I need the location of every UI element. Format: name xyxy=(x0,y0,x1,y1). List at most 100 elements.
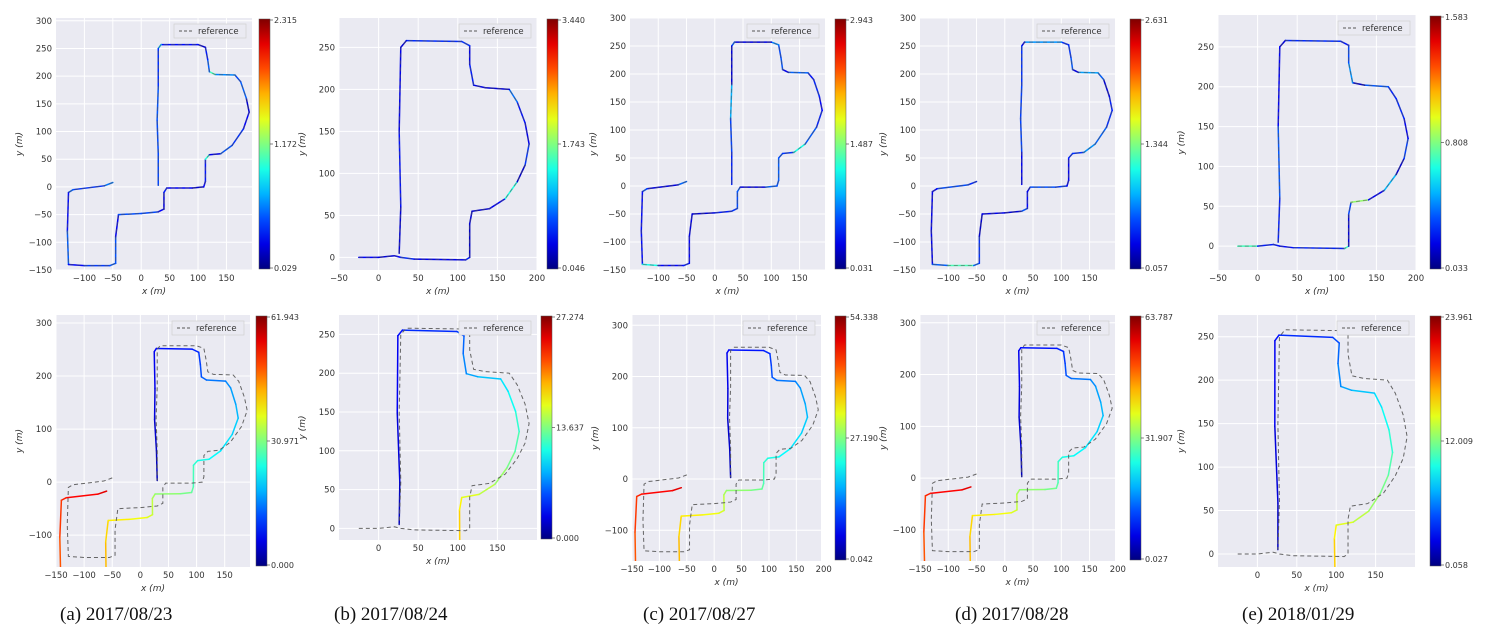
trajectory-segment xyxy=(179,491,193,495)
x-tick-label: 50 xyxy=(413,544,424,554)
colorbar-label: 61.943 xyxy=(271,313,299,322)
x-axis-label: x (m) xyxy=(140,584,165,594)
trajectory-segment xyxy=(718,509,725,514)
x-tick-label: −50 xyxy=(678,565,696,575)
chart-e-top: −50 0 50 100 150 200 0 50 100 150 200 250 x (m) y (m)… xyxy=(1177,13,1468,297)
colorbar xyxy=(1129,18,1142,270)
colorbar-label: 2.631 xyxy=(1145,16,1168,25)
y-tick-label: 100 xyxy=(36,425,52,435)
plot-background xyxy=(56,18,252,270)
x-axis-label: x (m) xyxy=(715,287,740,297)
legend-box xyxy=(1336,320,1410,336)
x-axis-label: x (m) xyxy=(714,578,739,588)
y-tick-label: 150 xyxy=(319,408,335,418)
x-axis-label: x (m) xyxy=(425,287,450,297)
x-tick-label: 150 xyxy=(788,565,804,575)
plot-background xyxy=(920,18,1115,270)
y-tick-label: 250 xyxy=(319,43,335,53)
trajectory-segment xyxy=(396,335,399,414)
trajectory-segment xyxy=(1340,385,1353,392)
colorbar-label: 0.033 xyxy=(1445,264,1468,273)
trajectory-segment xyxy=(726,352,729,390)
y-axis-label: y (m) xyxy=(589,132,599,157)
trajectory-segment xyxy=(1064,362,1067,377)
trajectory-group xyxy=(923,344,1113,561)
colorbar-label: 31.907 xyxy=(1145,434,1173,443)
y-tick-label: −50 xyxy=(34,211,52,221)
legend-label: reference xyxy=(483,324,524,334)
trajectory-segment xyxy=(776,379,797,383)
chart-b-top: −50 0 50 100 150 200 0 50 100 150 200 250 x (m) y (m)… xyxy=(298,16,585,297)
x-tick-label: 100 xyxy=(188,571,204,581)
x-tick-label: 200 xyxy=(1110,565,1126,575)
plot-background xyxy=(1218,315,1415,567)
trajectory-segment xyxy=(1335,521,1354,526)
plot-background xyxy=(339,18,537,270)
legend-label: reference xyxy=(196,324,237,334)
trajectory-segment xyxy=(478,483,496,496)
trajectory-segment xyxy=(208,450,222,460)
x-tick-label: 150 xyxy=(489,544,505,554)
reference-line xyxy=(66,345,248,558)
trajectory-segment xyxy=(460,493,480,499)
colorbar-label: 0.027 xyxy=(1145,555,1168,564)
x-tick-label: 50 xyxy=(738,274,749,284)
x-tick-label: 50 xyxy=(736,565,747,575)
trajectory-segment xyxy=(1352,510,1370,523)
x-tick-label: 100 xyxy=(450,274,466,284)
trajectory-segment xyxy=(196,458,210,462)
trajectory-segment xyxy=(397,329,404,337)
trajectory-segment xyxy=(146,513,154,519)
x-tick-label: 50 xyxy=(1291,571,1302,581)
x-tick-label: −50 xyxy=(104,274,122,284)
y-tick-label: −100 xyxy=(605,526,628,536)
y-tick-label: 50 xyxy=(324,211,335,221)
y-tick-label: 150 xyxy=(1198,123,1214,133)
legend-box xyxy=(1036,320,1110,336)
colorbar-label: 2.315 xyxy=(274,16,297,25)
chart-d-bottom: −150 −100 −50 0 50 100 150 200 −100 0 100 200 300 x (… xyxy=(879,313,1173,588)
y-axis-label: y (m) xyxy=(879,426,889,451)
y-tick-label: 100 xyxy=(610,126,626,136)
trajectory-segment xyxy=(763,457,769,464)
x-tick-label: −100 xyxy=(647,274,670,284)
trajectory-segment xyxy=(767,456,780,460)
trajectory-segment xyxy=(787,71,809,74)
trajectory-segment xyxy=(1010,509,1018,514)
x-tick-label: 50 xyxy=(413,274,424,284)
x-tick-label: −100 xyxy=(937,274,960,284)
y-tick-label: 100 xyxy=(1198,162,1214,172)
legend-box xyxy=(173,23,247,39)
colorbar-label: 0.046 xyxy=(562,264,585,273)
y-tick-label: 0 xyxy=(623,475,628,485)
x-tick-label: 100 xyxy=(1053,565,1069,575)
y-tick-label: 50 xyxy=(324,486,335,496)
x-tick-label: −50 xyxy=(678,274,696,284)
trajectory-segment xyxy=(1278,334,1334,339)
y-tick-label: 200 xyxy=(610,70,626,80)
x-tick-label: 100 xyxy=(1329,274,1345,284)
y-tick-label: −100 xyxy=(893,526,916,536)
chart-d-top: −100 −50 0 50 100 150 −150 −100 −50 0 50 100 150 200 2… xyxy=(879,14,1168,297)
legend-box xyxy=(458,320,532,336)
x-tick-label: −150 xyxy=(44,571,67,581)
trajectory-segment xyxy=(1274,334,1280,342)
trajectory-segment xyxy=(458,496,463,511)
trajectory-segment xyxy=(1018,416,1022,449)
trajectory-segment xyxy=(1281,576,1331,577)
x-tick-label: 0 xyxy=(139,274,144,284)
trajectory-segment xyxy=(1065,374,1072,380)
trajectory-segment xyxy=(769,352,773,367)
x-axis-label: x (m) xyxy=(1005,578,1030,588)
plot-background xyxy=(1218,15,1416,270)
y-tick-label: 100 xyxy=(900,126,916,136)
trajectory-segment xyxy=(214,73,236,76)
trajectory-group xyxy=(1237,329,1408,577)
trajectory-segment xyxy=(969,560,971,561)
y-tick-label: 0 xyxy=(47,478,52,488)
colorbar-label: 0.057 xyxy=(1145,264,1168,273)
trajectory-segment xyxy=(1380,406,1390,431)
y-tick-label: 150 xyxy=(36,100,52,110)
trajectory-segment xyxy=(1017,350,1021,388)
colorbar-label: 23.961 xyxy=(1445,313,1473,322)
